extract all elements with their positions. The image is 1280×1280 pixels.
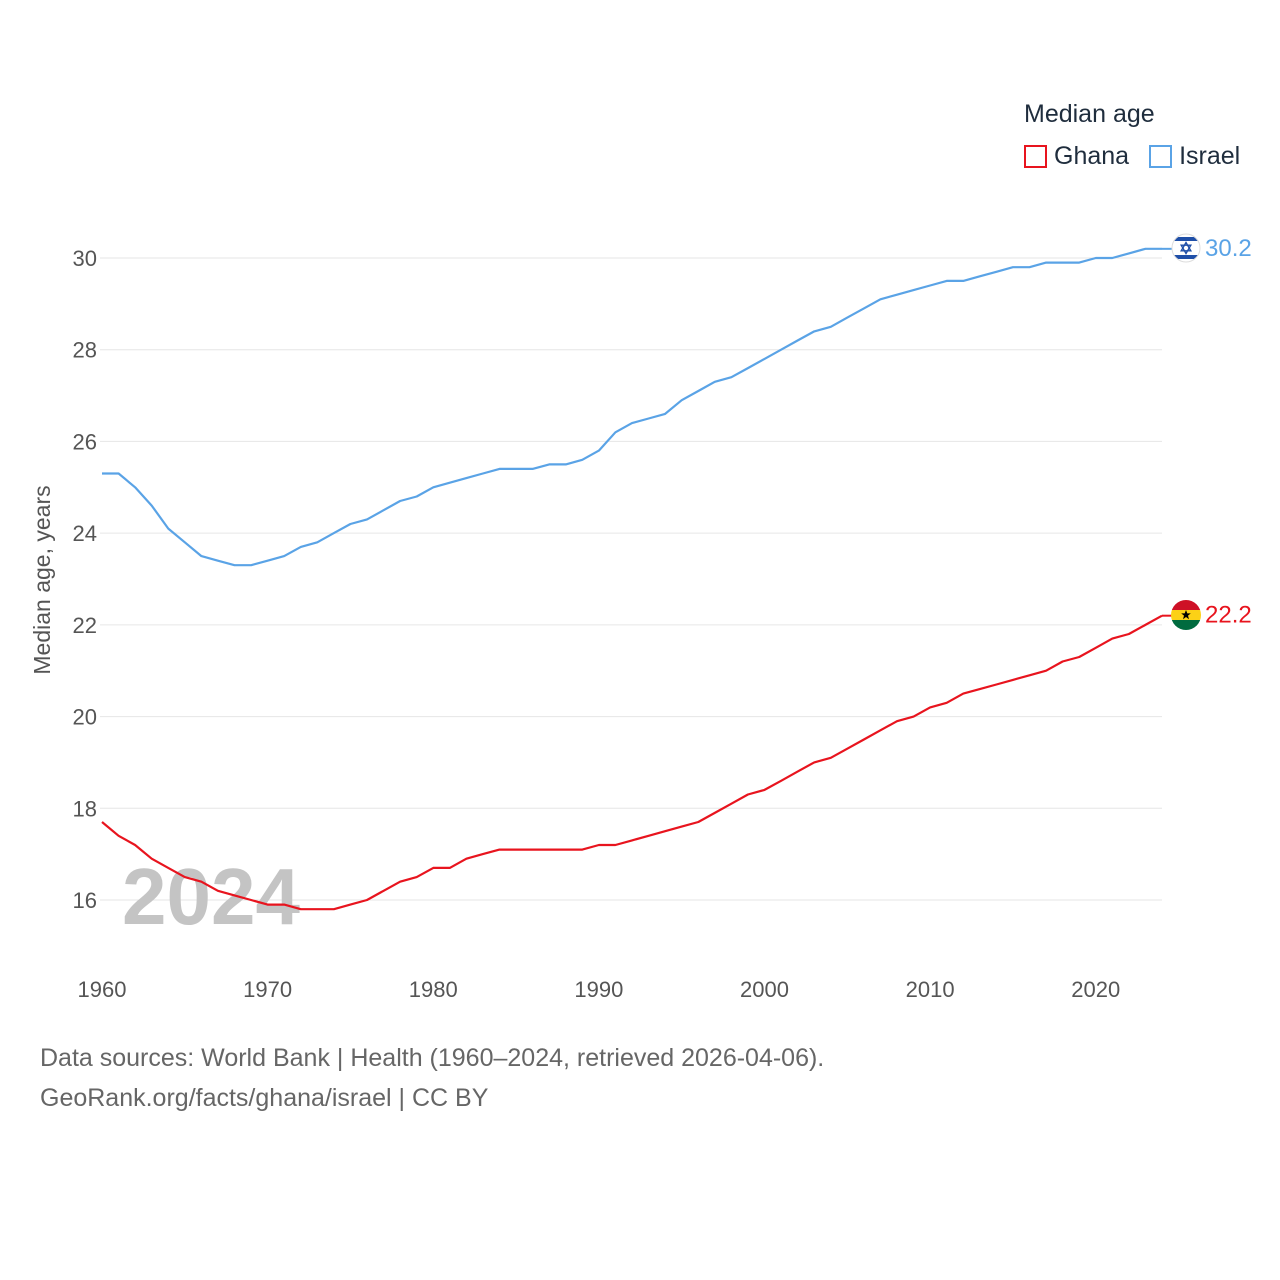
y-tick-label: 24: [73, 521, 97, 546]
y-tick-label: 30: [73, 246, 97, 271]
legend: Ghana Israel: [1024, 142, 1260, 171]
legend-label-israel: Israel: [1179, 142, 1241, 170]
y-tick-label: 28: [73, 338, 97, 363]
legend-title: Median age: [1024, 100, 1155, 128]
legend-swatch-israel: [1149, 145, 1173, 168]
x-tick-label: 2000: [740, 977, 789, 1002]
x-tick-label: 1990: [574, 977, 623, 1002]
x-tick-label: 1980: [409, 977, 458, 1002]
y-tick-label: 26: [73, 429, 97, 454]
y-tick-label: 20: [73, 705, 97, 730]
y-axis-ticks: 16 18 20 22 24 26 28 30: [73, 246, 97, 913]
data-source-note: Data sources: World Bank | Health (1960–…: [40, 1044, 825, 1072]
legend-swatch-ghana: [1024, 145, 1047, 168]
series-end-markers: [1171, 233, 1201, 630]
x-tick-label: 2020: [1071, 977, 1120, 1002]
series-line-ghana: [101, 614, 1163, 911]
x-tick-label: 2010: [906, 977, 955, 1002]
x-tick-label: 1960: [78, 977, 127, 1002]
ghana-flag-icon: [1171, 600, 1201, 630]
attribution-note: GeoRank.org/facts/ghana/israel | CC BY: [40, 1084, 489, 1112]
y-tick-label: 16: [73, 888, 97, 913]
series-line-israel: [102, 247, 1162, 567]
grid-lines: [100, 257, 1162, 901]
legend-item-israel[interactable]: Israel: [1149, 142, 1240, 171]
end-value-label-ghana: 22.2: [1205, 602, 1252, 629]
year-watermark: 2024: [122, 852, 300, 941]
series-lines: 22.2 30.2: [101, 235, 1252, 911]
legend-item-ghana[interactable]: Ghana: [1024, 142, 1129, 171]
x-axis-ticks: 1960 1970 1980 1990 2000 2010 2020: [78, 977, 1121, 1002]
x-tick-label: 1970: [243, 977, 292, 1002]
y-tick-label: 22: [73, 613, 97, 638]
legend-label-ghana: Ghana: [1054, 142, 1130, 170]
end-value-label-israel: 30.2: [1205, 235, 1252, 262]
israel-flag-icon: [1171, 233, 1201, 263]
y-axis-label: Median age, years: [29, 485, 55, 674]
y-tick-label: 18: [73, 796, 97, 821]
